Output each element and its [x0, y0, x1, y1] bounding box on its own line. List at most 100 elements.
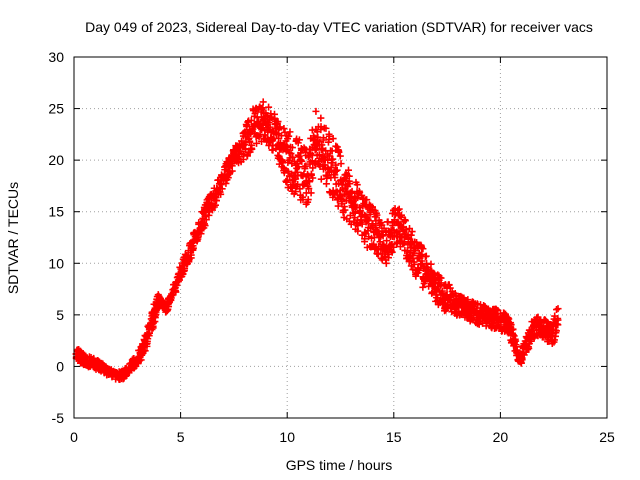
data-point — [418, 244, 426, 252]
data-point — [332, 142, 340, 150]
ticks-layer: 0 5 10 15 20 25 -5 0 5 10 15 20 25 30 — [48, 49, 615, 445]
data-point — [464, 296, 472, 304]
x-tick-label: 15 — [386, 429, 402, 445]
data-point — [358, 220, 366, 228]
data-point — [257, 124, 265, 132]
data-point — [295, 163, 303, 171]
data-point — [481, 304, 489, 312]
data-point — [306, 178, 314, 186]
data-point — [397, 211, 405, 219]
data-point — [287, 149, 295, 157]
y-axis-label: SDTVAR / TECUs — [5, 182, 21, 294]
data-point — [141, 347, 149, 355]
data-point — [325, 132, 333, 140]
data-point — [276, 123, 284, 131]
y-tick-label: -5 — [52, 410, 65, 426]
data-point — [415, 266, 423, 274]
data-point — [329, 155, 337, 163]
data-point — [309, 164, 317, 172]
data-point — [280, 125, 288, 133]
data-point — [510, 332, 518, 340]
data-point — [378, 231, 386, 239]
data-point — [253, 139, 261, 147]
data-point — [289, 153, 297, 161]
data-point — [212, 197, 220, 205]
data-point — [422, 252, 430, 260]
data-point — [248, 141, 256, 149]
data-point — [317, 123, 325, 131]
data-point — [554, 305, 562, 313]
data-point — [145, 332, 153, 340]
data-point — [450, 304, 458, 312]
data-point — [324, 138, 332, 146]
data-point — [335, 148, 343, 156]
data-point — [201, 222, 209, 230]
data-point — [296, 185, 304, 193]
data-point — [407, 231, 415, 239]
data-point — [197, 230, 205, 238]
data-point — [328, 147, 336, 155]
data-point — [336, 152, 344, 160]
data-point — [419, 283, 427, 291]
data-point — [345, 177, 353, 185]
data-point — [315, 151, 323, 159]
data-point — [269, 135, 277, 143]
plot-frame — [73, 56, 608, 419]
data-point — [305, 185, 313, 193]
data-point — [317, 114, 325, 122]
data-point — [311, 146, 319, 154]
data-point — [334, 202, 342, 210]
y-tick-label: 30 — [48, 49, 64, 65]
data-point — [338, 195, 346, 203]
x-tick-label: 25 — [599, 429, 615, 445]
data-point — [202, 216, 210, 224]
data-point — [553, 306, 561, 314]
data-point — [304, 196, 312, 204]
data-point — [309, 174, 317, 182]
data-point — [542, 318, 550, 326]
data-point — [292, 188, 300, 196]
data-point — [382, 259, 390, 267]
chart-title: Day 049 of 2023, Sidereal Day-to-day VTE… — [85, 19, 593, 35]
data-point — [312, 145, 320, 153]
data-point — [418, 250, 426, 258]
data-point — [410, 260, 418, 268]
data-point — [307, 189, 315, 197]
data-point — [288, 144, 296, 152]
data-point — [400, 239, 408, 247]
data-point — [187, 251, 195, 259]
data-point — [317, 175, 325, 183]
data-point — [379, 240, 387, 248]
data-point — [373, 211, 381, 219]
data-point — [329, 135, 337, 143]
data-point — [246, 137, 254, 145]
data-point — [324, 164, 332, 172]
data-point — [388, 248, 396, 256]
y-tick-label: 25 — [48, 101, 64, 117]
y-tick-label: 5 — [56, 307, 64, 323]
data-point — [218, 185, 226, 193]
data-point — [379, 232, 387, 240]
data-point — [344, 166, 352, 174]
data-point — [390, 243, 398, 251]
data-point — [286, 128, 294, 136]
y-tick-label: 10 — [48, 255, 64, 271]
data-point — [554, 316, 562, 324]
data-point — [298, 157, 306, 165]
data-point — [266, 123, 274, 131]
data-points-layer — [72, 98, 562, 383]
x-axis-label: GPS time / hours — [286, 457, 393, 473]
y-tick-label: 20 — [48, 152, 64, 168]
data-point — [403, 247, 411, 255]
data-point — [322, 124, 330, 132]
data-point — [550, 336, 558, 344]
data-point — [217, 181, 225, 189]
x-tick-label: 20 — [493, 429, 509, 445]
x-tick-label: 5 — [177, 429, 185, 445]
data-point — [259, 98, 267, 106]
data-point — [364, 216, 372, 224]
data-point — [389, 221, 397, 229]
data-point — [341, 206, 349, 214]
data-point — [361, 238, 369, 246]
